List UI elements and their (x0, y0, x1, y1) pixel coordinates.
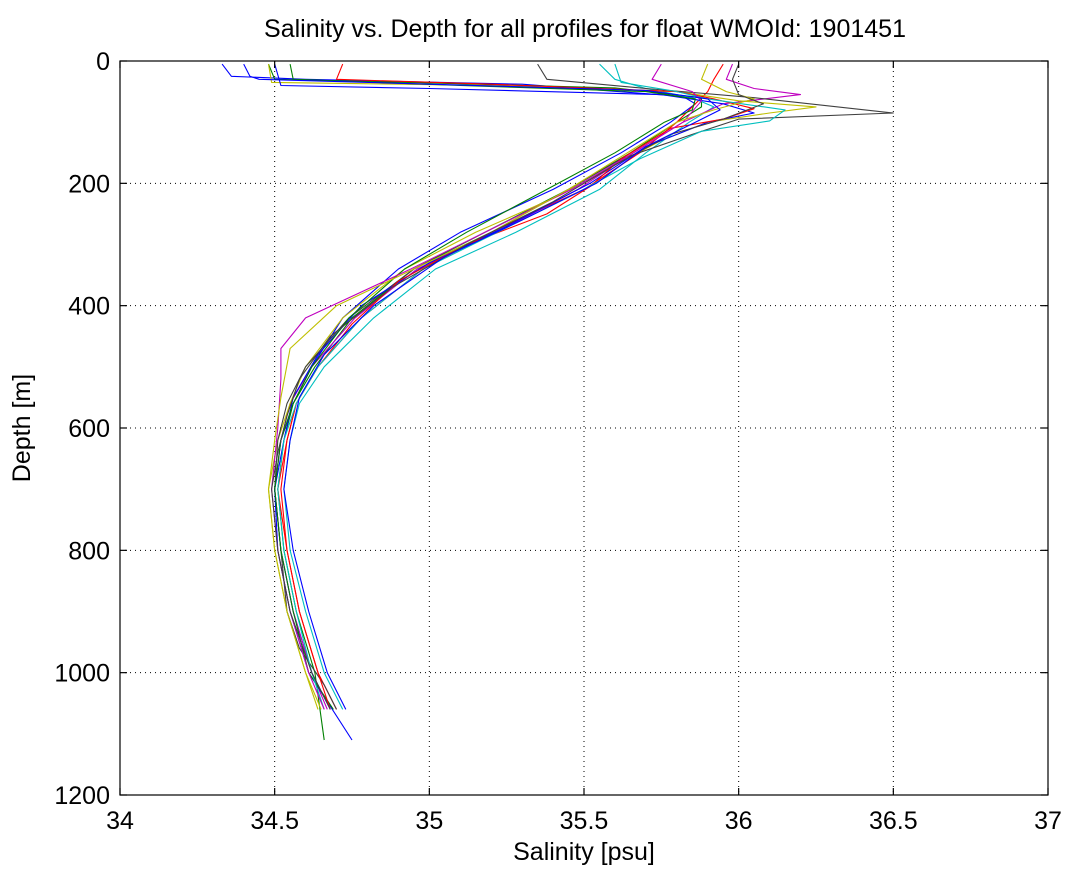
profile-line-2 (267, 63, 703, 741)
y-tick-label: 600 (68, 415, 110, 443)
profile-line-15 (243, 63, 721, 710)
profile-line-11 (277, 63, 786, 710)
profile-line-5 (274, 63, 802, 710)
x-tick-label: 36.5 (869, 807, 918, 835)
chart-title: Salinity vs. Depth for all profiles for … (264, 15, 906, 43)
x-tick-label: 35 (415, 807, 443, 835)
x-axis-label: Salinity [psu] (513, 838, 655, 866)
y-tick-labels: 0 200 400 600 800 1000 1200 (54, 48, 110, 810)
y-tick-label: 800 (68, 537, 110, 565)
y-tick-label: 400 (68, 293, 110, 321)
profile-line-3 (277, 63, 724, 710)
x-tick-label: 35.5 (560, 807, 609, 835)
x-tick-labels: 34 34.5 35 35.5 36 36.5 37 (106, 807, 1062, 835)
profile-line-10 (280, 63, 755, 710)
x-tick-label: 37 (1034, 807, 1062, 835)
profile-lines (221, 63, 894, 741)
profile-line-4 (283, 63, 715, 710)
profile-line-6 (267, 64, 817, 710)
profile-line-13 (267, 63, 755, 710)
grid-lines (120, 61, 1048, 795)
profile-line-14 (271, 63, 764, 710)
y-tick-label: 0 (96, 48, 110, 76)
y-tick-label: 1000 (54, 660, 110, 688)
y-tick-label: 1200 (54, 782, 110, 810)
profile-line-9 (274, 63, 696, 710)
profile-line-8 (274, 63, 755, 741)
y-axis-label: Depth [m] (8, 374, 36, 482)
axis-ticks (119, 60, 1049, 796)
x-tick-label: 34.5 (250, 807, 299, 835)
x-tick-label: 34 (106, 807, 134, 835)
y-tick-label: 200 (68, 170, 110, 198)
x-tick-label: 36 (725, 807, 753, 835)
